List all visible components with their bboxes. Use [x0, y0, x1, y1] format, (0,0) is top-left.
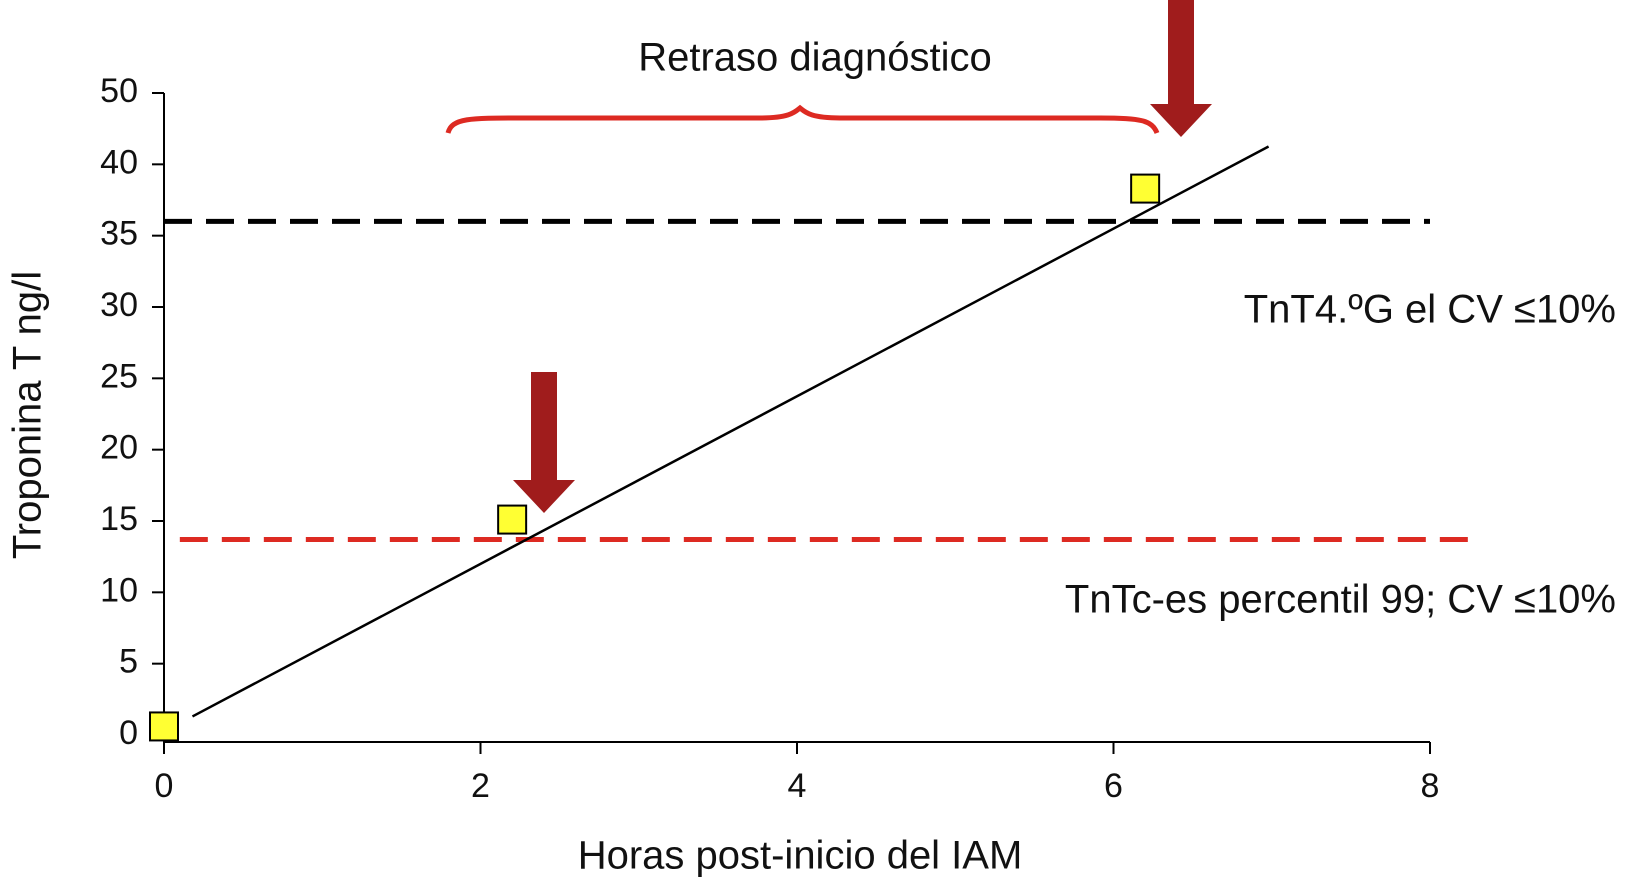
brace — [445, 104, 1160, 135]
y-tick-label: 30 — [100, 286, 138, 324]
trend-line — [191, 145, 1270, 718]
y-tick-label: 35 — [100, 215, 138, 253]
y-tick-label: 50 — [100, 72, 138, 110]
y-tick-label: 15 — [100, 500, 138, 538]
x-tick-label: 0 — [155, 767, 174, 805]
data-point — [497, 504, 528, 535]
arrow — [1150, 0, 1212, 137]
x-axis-title: Horas post-inicio del IAM — [578, 834, 1023, 878]
reference-label: TnT4.ºG el CV ≤10% — [1244, 288, 1616, 332]
x-tick-label: 8 — [1421, 767, 1440, 805]
arrow — [513, 372, 575, 513]
reference-label: TnTc-es percentil 99; CV ≤10% — [1065, 578, 1616, 622]
data-point — [149, 711, 179, 742]
y-tick-label: 40 — [100, 143, 138, 181]
y-tick-label: 0 — [119, 714, 138, 752]
data-point — [1130, 173, 1161, 204]
x-tick-label: 4 — [788, 767, 807, 805]
x-tick-label: 2 — [471, 767, 490, 805]
x-tick-label: 6 — [1104, 767, 1123, 805]
y-tick-label: 25 — [100, 357, 138, 395]
y-tick-label: 5 — [119, 643, 138, 681]
y-tick-label: 10 — [100, 571, 138, 609]
annotation: Retraso diagnóstico — [638, 36, 992, 80]
y-axis-title: Troponina T ng/l — [6, 271, 50, 559]
y-tick-label: 20 — [100, 429, 138, 467]
